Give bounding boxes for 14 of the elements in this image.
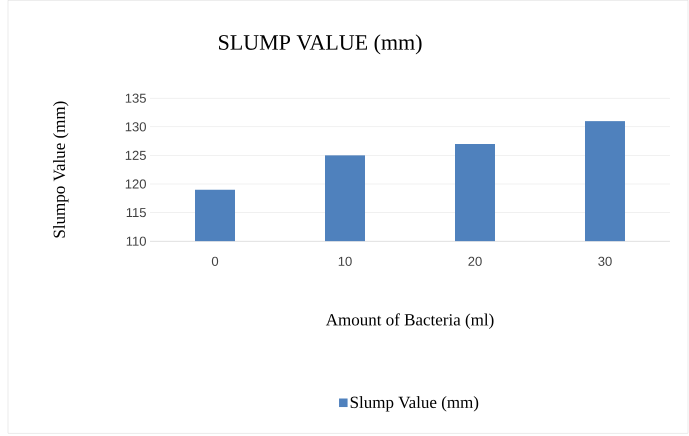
x-tick-label: 30 [598, 256, 612, 266]
y-tick-label: 110 [126, 236, 146, 246]
y-tick-label: 115 [126, 208, 146, 218]
x-axis-title: Amount of Bacteria (ml) [326, 313, 494, 329]
y-tick-label: 130 [126, 122, 146, 132]
y-axis-title: Slumpo Value (mm) [53, 101, 68, 238]
y-tick-label: 125 [126, 150, 146, 160]
y-tick-label: 135 [126, 94, 146, 103]
chart-title: SLUMP VALUE (mm) [219, 34, 422, 54]
x-tick-label: 0 [212, 256, 218, 266]
x-tick-label: 10 [338, 256, 352, 266]
x-tick-label: 20 [468, 256, 482, 266]
legend-label: Slump Value (mm) [350, 396, 478, 412]
y-tick-label: 120 [126, 179, 146, 188]
